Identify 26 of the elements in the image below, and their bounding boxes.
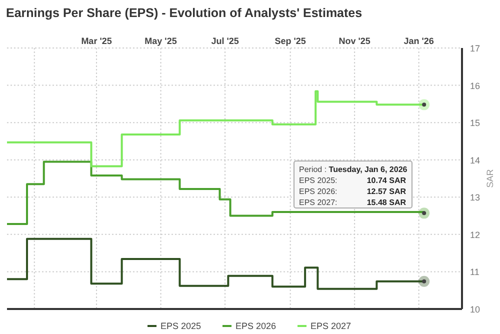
legend-label: EPS 2027 <box>310 321 352 331</box>
point <box>418 99 430 110</box>
y-tick-label: 14 <box>470 155 480 166</box>
y-tick-label: 10 <box>470 304 480 314</box>
y-tick-label: 11 <box>470 267 480 278</box>
legend-label: EPS 2025 <box>160 321 202 331</box>
point <box>418 276 430 287</box>
text: EPS 2025: 10.74 SAR <box>299 176 406 185</box>
y-axis-title: SAR <box>485 168 495 188</box>
text: EPS 2026: 12.57 SAR <box>299 187 406 196</box>
x-tick-label: May '25 <box>144 36 177 46</box>
chart-title: Earnings Per Share (EPS) - Evolution of Analysts' Estimates <box>6 6 362 20</box>
x-tick-label: Jan '26 <box>404 36 434 46</box>
x-tick-label: Mar '25 <box>81 36 112 46</box>
text: EPS 2027: 15.48 SAR <box>299 198 406 207</box>
x-tick-label: Nov '25 <box>338 36 370 46</box>
x-tick-label: Sep '25 <box>274 36 306 46</box>
point <box>418 208 430 219</box>
y-tick-label: 13 <box>470 192 480 203</box>
x-tick-label: Jul '25 <box>211 36 239 46</box>
y-tick-label: 17 <box>470 44 480 54</box>
legend-label: EPS 2026 <box>236 321 276 331</box>
y-tick-label: 16 <box>470 80 480 91</box>
y-tick-label: 15 <box>470 118 480 128</box>
y-tick-label: 12 <box>470 230 480 240</box>
annotation: Period : Tuesday, Jan 6, 2026 <box>299 165 408 174</box>
